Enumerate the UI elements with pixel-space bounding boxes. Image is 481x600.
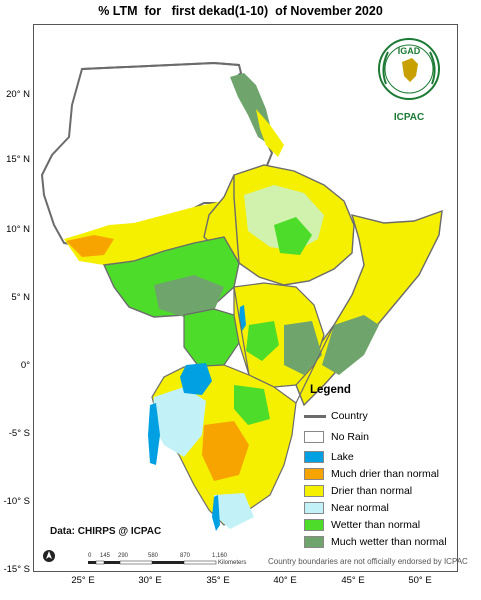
scale-tick-label: 145 [100, 553, 111, 559]
legend-item-much-wetter: Much wetter than normal [304, 534, 447, 550]
uganda-region [183, 308, 240, 368]
legend-item-much-drier: Much drier than normal [304, 466, 439, 482]
tanzania-near-normal [152, 387, 206, 457]
igad-emblem-icon: IGAD [378, 38, 440, 100]
igad-icpac-logo: IGAD ICPAC [372, 32, 446, 123]
lake-malawi [212, 495, 220, 531]
legend-label: Near normal [331, 502, 389, 514]
lon-label-25e: 25° E [71, 575, 95, 586]
sudan-orange-patch [66, 235, 114, 257]
ethiopia-wetter [274, 217, 312, 255]
legend-item-no-rain: No Rain [304, 429, 369, 445]
scale-tick-label: 580 [148, 553, 159, 559]
legend-swatch [304, 502, 324, 514]
lon-label-50e: 50° E [408, 575, 432, 586]
lat-label-15s: -15° S [3, 564, 30, 575]
legend-item-country: Country [304, 408, 368, 424]
logo-igad-text: IGAD [398, 46, 421, 56]
lat-label-5n: 5° N [11, 292, 30, 303]
legend-swatch [304, 536, 324, 548]
legend-swatch [304, 451, 324, 463]
map-title: % LTM for first dekad(1-10) of November … [98, 4, 383, 18]
lat-label-15n: 15° N [6, 154, 30, 165]
legend-swatch [304, 431, 324, 443]
scale-unit: Kilometers [218, 560, 247, 566]
map-frame [33, 24, 458, 572]
tanzania-south-near [214, 493, 254, 529]
logo-icpac-text: ICPAC [393, 112, 425, 123]
legend-label: No Rain [331, 431, 369, 443]
country-boundary [233, 175, 240, 264]
legend-label: Much wetter than normal [331, 536, 447, 548]
north-arrow-icon [42, 548, 56, 569]
lon-label-45e: 45° E [341, 575, 365, 586]
lat-label-5s: -5° S [8, 428, 30, 439]
lon-label-35e: 35° E [206, 575, 230, 586]
tanzania-orange [202, 421, 249, 481]
legend-swatch [304, 468, 324, 480]
lat-label-10n: 10° N [6, 224, 30, 235]
legend-item-lake: Lake [304, 449, 354, 465]
country-line-swatch [304, 414, 326, 418]
lon-label-30e: 30° E [138, 575, 162, 586]
legend-title: Legend [310, 384, 351, 396]
lake-tanganyika [148, 403, 160, 465]
legend-item-wetter: Wetter than normal [304, 517, 420, 533]
country-boundary [233, 286, 250, 376]
country-boundary [295, 324, 335, 404]
scale-tick-label: 1,160 [212, 553, 228, 559]
lat-label-0: 0° [20, 360, 30, 371]
legend-label: Wetter than normal [331, 519, 421, 531]
legend-label: Much drier than normal [331, 468, 439, 480]
tanzania-green [234, 385, 270, 425]
country-boundary [81, 61, 240, 70]
scale-tick-label: 0 [88, 553, 92, 559]
legend-swatch [304, 519, 324, 531]
legend-label: Drier than normal [331, 485, 413, 497]
eritrea-yellow [256, 109, 284, 157]
scale-tick-label: 870 [180, 553, 191, 559]
legend-item-near-normal: Near normal [304, 500, 389, 516]
lon-label-40e: 40° E [273, 575, 297, 586]
legend-swatch [304, 485, 324, 497]
disclaimer-note: Country boundaries are not officially en… [268, 557, 468, 566]
legend-label: Lake [331, 451, 354, 463]
data-source-credit: Data: CHIRPS @ ICPAC [50, 526, 162, 537]
lat-label-20n: 20° N [6, 89, 30, 100]
legend-label: Country [331, 410, 368, 422]
lake-victoria [180, 363, 212, 395]
legend: Legend Country No Rain Lake Much drier t… [300, 384, 460, 554]
kenya-darkgreen [284, 321, 322, 375]
map-canvas [40, 61, 443, 531]
scale-tick-label: 290 [118, 553, 129, 559]
kenya-green [246, 321, 279, 361]
lat-label-10s: -10° S [3, 496, 30, 507]
somalia-green [322, 315, 379, 375]
south-sudan-darkgreen [154, 275, 224, 317]
legend-item-drier: Drier than normal [304, 483, 412, 499]
